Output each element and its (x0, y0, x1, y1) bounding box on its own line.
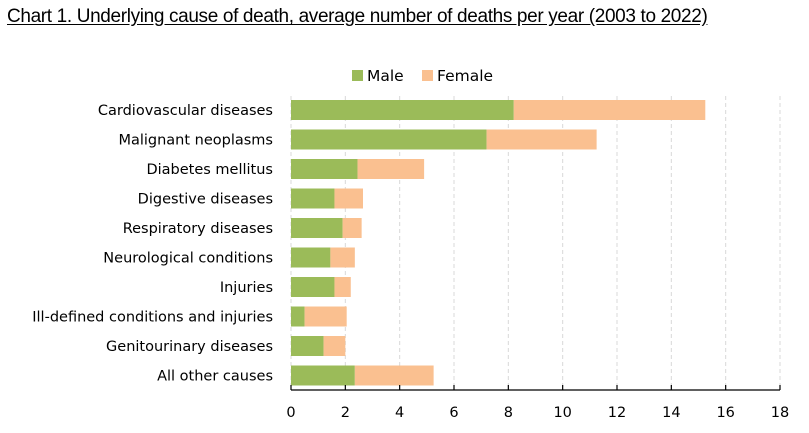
bar-female (330, 247, 355, 268)
x-tick-label: 4 (395, 405, 404, 421)
x-tick-label: 6 (449, 405, 458, 421)
bar-female (334, 277, 351, 297)
x-tick-label: 18 (771, 405, 789, 421)
x-tick-label: 10 (553, 405, 571, 421)
bar-female (342, 218, 362, 238)
bar-female (334, 188, 363, 209)
bar-female (304, 306, 347, 327)
x-tick-label: 2 (341, 405, 350, 421)
x-tick-label: 12 (608, 405, 626, 421)
x-tick-label: 0 (286, 405, 295, 421)
x-tick-label: 8 (504, 405, 513, 421)
bar-male (291, 336, 324, 356)
bar-male (291, 218, 343, 238)
bar-female (354, 365, 434, 386)
x-axis: 0 2 4 6 8 10 12 14 16 18 (286, 385, 789, 421)
category-label: Cardiovascular diseases (98, 103, 273, 119)
bar-male (291, 129, 487, 150)
bar-male (291, 306, 305, 327)
bar-male (291, 247, 331, 268)
legend-label-male: Male (367, 67, 404, 85)
legend: Male Female (352, 67, 493, 85)
category-label: All other causes (157, 369, 273, 385)
category-label: Genitourinary diseases (106, 339, 273, 355)
bar-male (291, 100, 514, 120)
bar-male (291, 365, 355, 386)
chart-title: Chart 1. Underlying cause of death, aver… (7, 6, 708, 27)
legend-swatch-male (352, 70, 363, 81)
bar-female (486, 129, 597, 150)
category-label: Digestive diseases (138, 192, 273, 208)
bar-female (323, 336, 346, 356)
gridlines (290, 96, 781, 390)
bar-male (291, 188, 335, 209)
category-labels: Cardiovascular diseases Malignant neoplas… (32, 103, 273, 385)
x-tick-label: 14 (662, 405, 680, 421)
bar-female (357, 159, 425, 179)
x-tick-label: 16 (716, 405, 734, 421)
category-label: Diabetes mellitus (146, 162, 273, 178)
category-label: Ill-defined conditions and injuries (32, 310, 273, 326)
bar-female (513, 100, 706, 120)
legend-label-female: Female (437, 67, 493, 85)
category-label: Respiratory diseases (123, 221, 273, 237)
bars (291, 100, 706, 386)
legend-swatch-female (422, 70, 433, 81)
category-label: Neurological conditions (103, 251, 273, 267)
bar-male (291, 277, 335, 297)
bar-male (291, 159, 358, 179)
category-label: Malignant neoplasms (118, 133, 273, 149)
category-label: Injuries (220, 280, 273, 296)
